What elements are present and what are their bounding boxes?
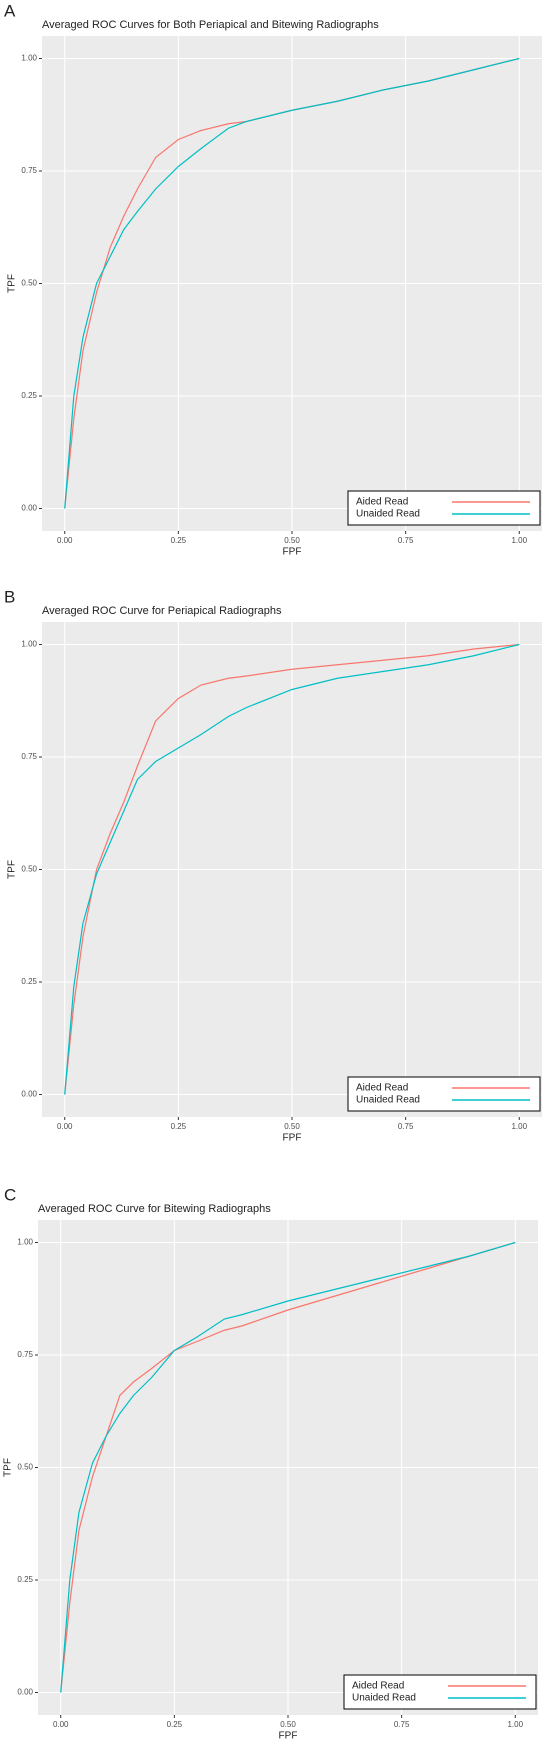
legend-label: Aided Read — [356, 1083, 408, 1094]
x-tick-label: 0.50 — [280, 1720, 296, 1729]
y-tick-label: 0.00 — [21, 1090, 37, 1099]
y-axis-label: TPF — [7, 860, 18, 879]
x-tick-label: 0.75 — [398, 536, 414, 545]
roc-line — [60, 1241, 516, 1693]
chart-title: Averaged ROC Curve for Bitewing Radiogra… — [38, 1203, 271, 1215]
legend-label: Unaided Read — [356, 1095, 420, 1106]
x-axis-label: FPF — [279, 1731, 298, 1742]
y-axis-label: TPF — [7, 274, 18, 293]
legend-box — [343, 1674, 537, 1710]
y-tick-label: 0.25 — [21, 977, 37, 986]
x-tick-label: 0.75 — [394, 1720, 410, 1729]
y-tick-label: 1.00 — [21, 54, 37, 63]
x-tick-label: 0.25 — [171, 1122, 187, 1131]
x-tick-label: 0.25 — [171, 536, 187, 545]
roc-line — [60, 1241, 516, 1693]
panel-letter: C — [4, 1185, 16, 1204]
y-axis-label: TPF — [3, 1458, 14, 1477]
chart-title: Averaged ROC Curve for Periapical Radiog… — [42, 605, 282, 617]
x-tick-label: 0.50 — [284, 1122, 300, 1131]
x-axis-label: FPF — [283, 547, 302, 558]
legend-label: Aided Read — [356, 497, 408, 508]
y-tick-label: 1.00 — [17, 1238, 33, 1247]
panel-letter: B — [4, 587, 15, 606]
x-axis-label: FPF — [283, 1133, 302, 1144]
roc-line — [64, 57, 520, 509]
legend-label: Aided Read — [352, 1681, 404, 1692]
y-tick-label: 0.50 — [17, 1463, 33, 1472]
y-tick-label: 0.25 — [21, 391, 37, 400]
x-tick-label: 0.25 — [167, 1720, 183, 1729]
x-tick-label: 1.00 — [511, 536, 527, 545]
y-tick-label: 0.75 — [17, 1350, 33, 1359]
x-tick-label: 0.50 — [284, 536, 300, 545]
x-tick-label: 1.00 — [511, 1122, 527, 1131]
x-tick-label: 0.00 — [57, 536, 73, 545]
y-tick-label: 0.25 — [17, 1575, 33, 1584]
x-tick-label: 0.00 — [57, 1122, 73, 1131]
y-tick-label: 0.75 — [21, 752, 37, 761]
legend-box — [347, 490, 541, 526]
legend-label: Unaided Read — [356, 509, 420, 520]
y-tick-label: 0.50 — [21, 279, 37, 288]
y-tick-label: 0.00 — [21, 504, 37, 513]
panel-letter: A — [4, 1, 16, 20]
chart-title: Averaged ROC Curves for Both Periapical … — [42, 19, 379, 31]
x-tick-label: 0.00 — [53, 1720, 69, 1729]
legend-label: Unaided Read — [352, 1693, 416, 1704]
x-tick-label: 0.75 — [398, 1122, 414, 1131]
y-tick-label: 0.50 — [21, 865, 37, 874]
y-tick-label: 0.75 — [21, 166, 37, 175]
y-tick-label: 1.00 — [21, 640, 37, 649]
roc-line — [64, 643, 520, 1095]
y-tick-label: 0.00 — [17, 1688, 33, 1697]
x-tick-label: 1.00 — [507, 1720, 523, 1729]
legend-box — [347, 1076, 541, 1112]
